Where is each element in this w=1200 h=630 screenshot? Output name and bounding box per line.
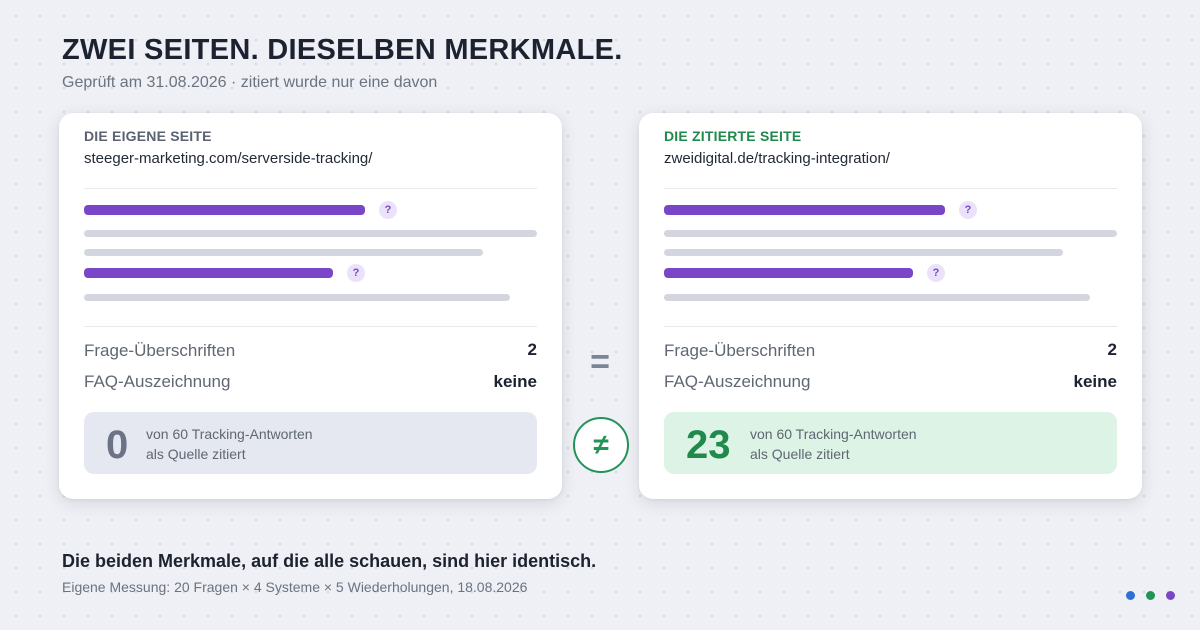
question-heading-bar (664, 268, 913, 278)
metric-label-faq-markup: FAQ-Auszeichnung (664, 372, 811, 391)
text-line-placeholder (664, 294, 1090, 301)
citation-description: von 60 Tracking-Antworten als Quelle zit… (750, 424, 917, 464)
question-heading-bar (664, 205, 945, 215)
citation-count: 0 (106, 423, 129, 467)
page-subtitle: Geprüft am 31.08.2026 · zitiert wurde nu… (62, 74, 438, 91)
divider (664, 188, 1117, 189)
footer-headline: Die beiden Merkmale, auf die alle schaue… (62, 551, 597, 571)
metric-label-question-headings: Frage-Überschriften (664, 341, 816, 360)
metric-value-faq-markup: keine (493, 372, 537, 391)
divider (84, 188, 537, 189)
brand-dot-blue (1126, 591, 1135, 600)
text-line-placeholder (84, 249, 483, 256)
page-url: steeger-marketing.com/serverside-trackin… (84, 150, 373, 167)
citation-result-box: 23 von 60 Tracking-Antworten als Quelle … (664, 412, 1117, 474)
metric-label-faq-markup: FAQ-Auszeichnung (84, 372, 231, 391)
citation-result-box: 0 von 60 Tracking-Antworten als Quelle z… (84, 412, 537, 474)
question-heading-bar (84, 268, 333, 278)
question-mark-icon: ? (347, 264, 365, 282)
citation-description-line2: als Quelle zitiert (750, 446, 850, 462)
page-url: zweidigital.de/tracking-integration/ (664, 150, 890, 167)
metric-value-question-headings: 2 (527, 340, 537, 359)
question-mark-icon: ? (959, 201, 977, 219)
card-label: DIE ZITIERTE SEITE (664, 128, 802, 144)
question-mark-icon: ? (927, 264, 945, 282)
divider (84, 326, 537, 327)
brand-dot-green (1146, 591, 1155, 600)
citation-count: 23 (686, 423, 731, 467)
citation-description-line1: von 60 Tracking-Antworten (146, 426, 313, 442)
card-label: DIE EIGENE SEITE (84, 128, 212, 144)
citation-description-line2: als Quelle zitiert (146, 446, 246, 462)
divider (664, 326, 1117, 327)
cited-page-card: DIE ZITIERTE SEITE zweidigital.de/tracki… (639, 113, 1142, 499)
footer-source-note: Eigene Messung: 20 Fragen × 4 Systeme × … (62, 579, 528, 595)
citation-description: von 60 Tracking-Antworten als Quelle zit… (146, 424, 313, 464)
not-equal-icon: ≠ (573, 417, 629, 473)
brand-dot-purple (1166, 591, 1175, 600)
text-line-placeholder (84, 230, 537, 237)
text-line-placeholder (664, 230, 1117, 237)
page-title: ZWEI SEITEN. DIESELBEN MERKMALE. (62, 34, 623, 66)
equal-sign-icon: = (590, 343, 610, 381)
own-page-card: DIE EIGENE SEITE steeger-marketing.com/s… (59, 113, 562, 499)
metric-value-question-headings: 2 (1107, 340, 1117, 359)
text-line-placeholder (664, 249, 1063, 256)
metric-value-faq-markup: keine (1073, 372, 1117, 391)
question-heading-bar (84, 205, 365, 215)
citation-description-line1: von 60 Tracking-Antworten (750, 426, 917, 442)
text-line-placeholder (84, 294, 510, 301)
metric-label-question-headings: Frage-Überschriften (84, 341, 236, 360)
question-mark-icon: ? (379, 201, 397, 219)
